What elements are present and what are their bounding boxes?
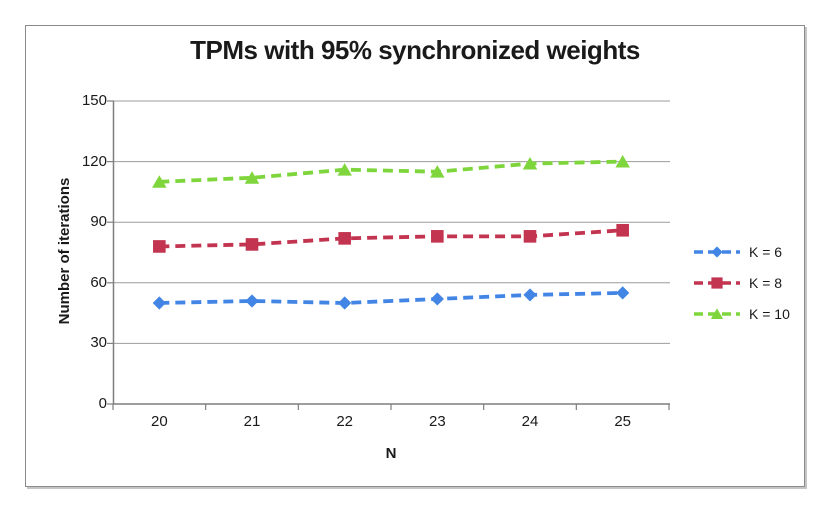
y-axis-title: Number of iterations: [56, 177, 73, 325]
data-point-marker: [430, 292, 444, 306]
data-point-marker: [431, 230, 444, 243]
legend-marker-triangle-icon: [694, 308, 740, 320]
data-point-marker: [153, 240, 166, 253]
legend-marker-shape: [711, 246, 723, 258]
data-point-marker: [616, 223, 629, 237]
legend-label: K = 8: [749, 275, 783, 291]
x-axis-title: N: [385, 445, 397, 462]
x-axis-tick-label: 21: [243, 413, 261, 430]
data-point-marker: [245, 238, 259, 251]
data-point-marker: [615, 155, 630, 168]
y-axis-tick-label: 150: [81, 92, 107, 109]
legend-item: K = 8: [694, 274, 790, 292]
data-point-marker: [522, 157, 538, 170]
y-axis-tick-label: 90: [90, 213, 107, 231]
data-point-marker: [523, 288, 537, 302]
data-point-marker: [338, 232, 351, 245]
chart-frame: TPMs with 95% synchronized weights Numbe…: [25, 25, 805, 487]
legend-marker-square-icon: [694, 277, 740, 289]
data-point-marker: [338, 296, 352, 310]
x-axis-tick-label: 25: [614, 413, 631, 430]
data-point-marker: [523, 230, 537, 243]
data-point-marker: [152, 175, 167, 188]
y-axis-tick-label: 60: [90, 273, 107, 291]
series-line-square: [159, 228, 623, 249]
legend-item: K = 10: [694, 305, 790, 323]
x-axis-tick-label: 23: [428, 413, 446, 430]
legend-label: K = 6: [749, 244, 783, 260]
data-point-marker: [430, 165, 445, 178]
y-axis-tick-label: 30: [90, 334, 107, 352]
legend: K = 6 K = 8 K = 10: [694, 243, 790, 323]
y-axis-tick-label: 0: [98, 395, 107, 412]
data-point-marker: [244, 171, 260, 184]
x-axis-tick-label: 22: [336, 413, 353, 430]
legend-label: K = 10: [749, 306, 790, 322]
data-point-marker: [152, 296, 166, 310]
plot-area: [107, 100, 670, 410]
legend-marker-diamond-icon: [694, 246, 740, 258]
x-axis-tick-label: 20: [150, 413, 168, 430]
legend-marker-shape: [711, 277, 723, 289]
series-line-diamond: [159, 291, 623, 305]
chart-title: TPMs with 95% synchronized weights: [190, 35, 640, 65]
data-point-marker: [337, 163, 352, 176]
data-point-marker: [245, 294, 259, 308]
y-axis-tick-label: 120: [81, 152, 107, 170]
data-point-marker: [616, 286, 630, 300]
series-line-triangle: [159, 159, 623, 184]
legend-marker-shape: [710, 308, 724, 320]
legend-item: K = 6: [694, 243, 790, 261]
x-axis-tick-label: 24: [521, 413, 539, 430]
